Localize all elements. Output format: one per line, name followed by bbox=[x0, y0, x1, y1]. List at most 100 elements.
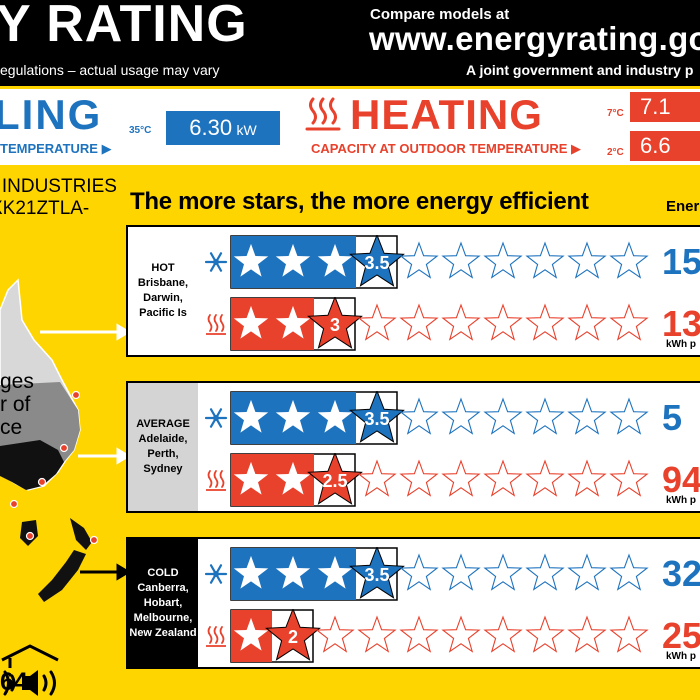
cooling-energy-value: 5 bbox=[662, 397, 683, 438]
star-filled bbox=[275, 305, 311, 339]
joint-program-text: A joint government and industry p bbox=[466, 62, 694, 78]
cooling-rating-row: 3.5 32 bbox=[200, 547, 700, 601]
cooling-star-rating: 3.5 bbox=[230, 547, 649, 601]
star-filled bbox=[233, 243, 269, 277]
kwh-unit: kWh p bbox=[666, 495, 696, 506]
star-empty bbox=[609, 553, 649, 591]
star-empty bbox=[399, 553, 439, 591]
heat-waves-icon bbox=[206, 470, 226, 491]
heating-temperature-1: 7°C bbox=[607, 108, 624, 119]
star-rating-label: 3.5 bbox=[364, 253, 389, 273]
climate-zone-map bbox=[0, 278, 130, 602]
star-empty bbox=[567, 459, 607, 497]
page-title: Y RATING bbox=[0, 0, 248, 53]
star-filled bbox=[317, 243, 353, 277]
cooling-star-rating: 3.5 bbox=[230, 235, 649, 289]
star-empty bbox=[357, 615, 397, 653]
compare-models-text: Compare models at bbox=[370, 6, 510, 23]
star-empty bbox=[525, 553, 565, 591]
star-filled bbox=[233, 617, 269, 651]
star-empty bbox=[483, 553, 523, 591]
star-rating-label: 3.5 bbox=[364, 409, 389, 429]
zone-label-average: AVERAGE Adelaide, Perth, Sydney bbox=[128, 383, 198, 511]
kwh-unit: kWh p bbox=[666, 651, 696, 662]
cooling-subtitle: TEMPERATURE ▶ bbox=[0, 141, 112, 156]
map-caption: ges r of ce bbox=[0, 370, 34, 439]
star-empty bbox=[357, 459, 397, 497]
star-rating-badge bbox=[265, 609, 321, 661]
star-empty bbox=[399, 303, 439, 341]
website-link[interactable]: www.energyrating.gov bbox=[369, 20, 700, 57]
star-empty bbox=[567, 553, 607, 591]
star-empty bbox=[609, 241, 649, 279]
header-band: Y RATING egulations – actual usage may v… bbox=[0, 0, 700, 86]
star-empty bbox=[483, 459, 523, 497]
star-empty bbox=[567, 615, 607, 653]
zone-panel-cold: COLD Canberra, Hobart, Melbourne, New Zealan… bbox=[126, 537, 700, 669]
snowflake-icon bbox=[204, 252, 228, 272]
star-empty bbox=[441, 241, 481, 279]
cooling-temperature: 35°C bbox=[129, 125, 152, 136]
star-filled bbox=[275, 399, 311, 433]
star-rating-label: 2 bbox=[288, 627, 298, 647]
star-empty bbox=[399, 241, 439, 279]
star-filled bbox=[275, 243, 311, 277]
star-empty bbox=[441, 615, 481, 653]
zone-panel-hot: HOT Brisbane, Darwin, Pacific Is 3.5 15 3 1… bbox=[126, 225, 700, 357]
house-sound-icon bbox=[1, 644, 59, 696]
star-empty bbox=[357, 303, 397, 341]
star-empty bbox=[483, 397, 523, 435]
star-filled bbox=[233, 555, 269, 589]
star-filled bbox=[233, 305, 269, 339]
star-empty bbox=[609, 303, 649, 341]
cooling-rating-row: 3.5 15 bbox=[200, 235, 700, 289]
star-empty bbox=[567, 397, 607, 435]
star-empty bbox=[483, 241, 523, 279]
star-filled bbox=[317, 555, 353, 589]
star-filled bbox=[275, 461, 311, 495]
heating-energy-value: 25 bbox=[662, 615, 700, 656]
star-empty bbox=[525, 303, 565, 341]
star-empty bbox=[609, 615, 649, 653]
sound-level-value: 64 bbox=[0, 668, 28, 696]
star-rating-label: 2.5 bbox=[322, 471, 347, 491]
heating-subtitle: CAPACITY AT OUTDOOR TEMPERATURE ▶ bbox=[311, 141, 581, 156]
star-filled bbox=[275, 555, 311, 589]
snowflake-icon bbox=[204, 408, 228, 428]
star-empty bbox=[441, 553, 481, 591]
star-empty bbox=[525, 459, 565, 497]
snowflake-icon bbox=[204, 564, 228, 584]
tagline: The more stars, the more energy efficien… bbox=[130, 188, 589, 215]
heating-star-rating: 2 bbox=[230, 609, 649, 663]
star-empty bbox=[315, 615, 355, 653]
cooling-energy-value: 32 bbox=[662, 553, 700, 594]
star-empty bbox=[399, 397, 439, 435]
star-empty bbox=[399, 459, 439, 497]
heating-star-rating: 2.5 bbox=[230, 453, 649, 507]
star-filled bbox=[317, 399, 353, 433]
star-empty bbox=[483, 303, 523, 341]
cooling-heading: LING bbox=[0, 91, 103, 138]
star-rating-label: 3 bbox=[330, 315, 340, 335]
star-empty bbox=[441, 459, 481, 497]
heating-heading: HEATING bbox=[350, 91, 543, 138]
capacity-band: LING TEMPERATURE ▶ 35°C 6.30 kW HEATING … bbox=[0, 89, 700, 165]
heating-rating-row: 2.5 94 kWh p bbox=[200, 453, 700, 507]
heating-capacity-value-2: 6.6 bbox=[630, 131, 700, 161]
heat-waves-icon bbox=[206, 314, 226, 335]
cooling-capacity-value: 6.30 kW bbox=[166, 111, 280, 145]
star-empty bbox=[525, 397, 565, 435]
heating-temperature-2: 2°C bbox=[607, 147, 624, 158]
star-rating-badge bbox=[349, 235, 405, 287]
star-empty bbox=[525, 615, 565, 653]
heat-waves-icon bbox=[206, 626, 226, 647]
star-empty bbox=[609, 397, 649, 435]
star-rating-badge bbox=[307, 297, 363, 349]
disclaimer-text: egulations – actual usage may vary bbox=[0, 62, 220, 78]
model-number: XK21ZTLA- bbox=[0, 198, 90, 219]
heating-energy-value: 94 bbox=[662, 459, 700, 500]
heating-capacity-value-1: 7.1 bbox=[630, 92, 700, 122]
brand-name: INDUSTRIES bbox=[1, 176, 117, 197]
star-empty bbox=[441, 303, 481, 341]
